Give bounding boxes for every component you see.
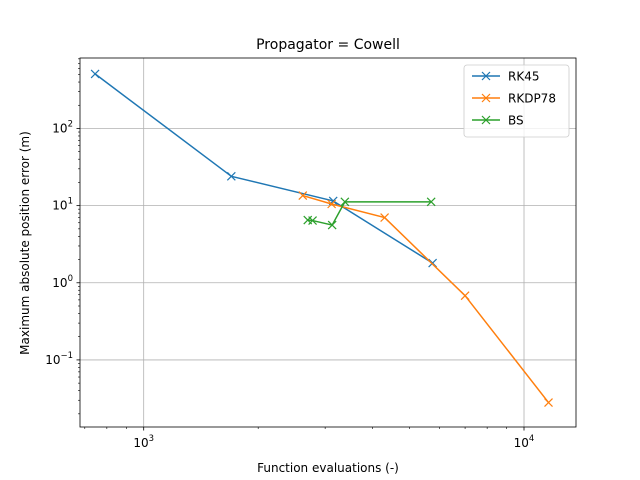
data-point-rkdp78-stroke-b (544, 398, 553, 407)
y-tick-label: 102 (52, 119, 73, 135)
data-point-bs-stroke-b (308, 216, 317, 226)
data-point-bs-stroke-b (327, 220, 337, 230)
legend-label-rk45: RK45 (508, 70, 539, 84)
data-point-rkdp78-stroke-b (380, 213, 390, 223)
legend-marker-rkdp78-stroke-b (481, 93, 491, 103)
data-point-rkdp78 (298, 191, 308, 201)
data-point-bs (340, 197, 350, 207)
data-point-bs-stroke-b (426, 197, 436, 207)
data-point-rk45-stroke-b (428, 258, 438, 268)
y-tick-label: 101 (52, 197, 73, 213)
data-point-rk45 (226, 171, 236, 181)
chart-title: Propagator = Cowell (256, 37, 400, 53)
data-point-bs (426, 197, 436, 207)
data-point-bs (308, 216, 317, 226)
data-point-rkdp78 (544, 398, 553, 407)
legend-marker-rk45 (481, 71, 491, 81)
y-tick-label: 100 (52, 274, 73, 290)
data-point-rkdp78-stroke-b (298, 191, 308, 201)
series-line-rk45 (94, 73, 433, 264)
data-point-rkdp78 (380, 213, 390, 223)
data-point-rk45-stroke-b (90, 69, 100, 79)
legend-label-bs: BS (508, 114, 524, 128)
legend-marker-rk45-stroke-b (481, 71, 491, 81)
series-layer (90, 69, 553, 407)
legend: RK45 RKDP78 BS (463, 64, 570, 138)
legend-label-rkdp78: RKDP78 (508, 92, 556, 106)
major-ticks: 103 104 10−1 100 101 102 (45, 119, 534, 450)
data-point-bs-stroke-b (303, 215, 313, 225)
data-point-rk45 (90, 69, 100, 79)
plot-frame (79, 57, 577, 428)
legend-marker-bs-stroke-b (481, 115, 491, 125)
data-point-rkdp78-stroke-b (460, 291, 470, 301)
data-point-rk45-stroke-b (226, 171, 236, 181)
x-tick-label: 103 (133, 434, 154, 450)
legend-marker-rkdp78 (481, 93, 491, 103)
legend-box (463, 64, 570, 138)
x-tick-label: 104 (514, 434, 535, 450)
data-point-rkdp78 (327, 199, 337, 209)
legend-marker-bs (481, 115, 491, 125)
y-tick-label: 10−1 (45, 351, 73, 367)
y-axis-label: Maximum absolute position error (m) (18, 131, 32, 355)
data-point-bs (327, 220, 337, 230)
data-point-bs-stroke-b (340, 197, 350, 207)
data-point-rkdp78-stroke-b (327, 199, 337, 209)
data-point-rkdp78 (460, 291, 470, 301)
x-axis-label: Function evaluations (-) (257, 461, 399, 475)
